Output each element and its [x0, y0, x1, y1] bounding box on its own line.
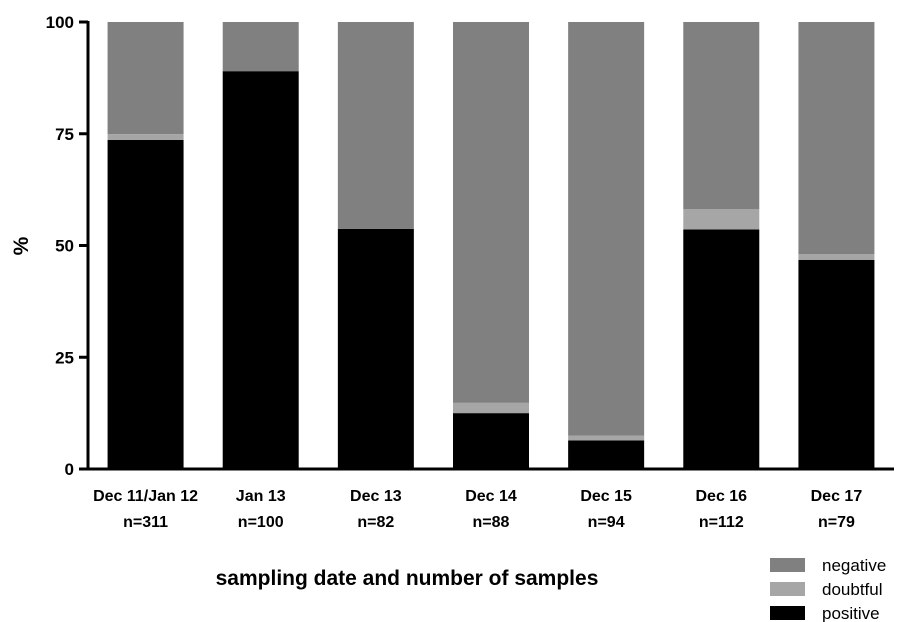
legend-label-doubtful: doubtful	[822, 580, 883, 599]
legend: negative doubtful positive	[770, 556, 886, 622]
x-tick-label-date: Dec 14	[465, 488, 517, 505]
y-tick-label: 75	[55, 125, 74, 144]
x-tick-label-count: n=88	[473, 514, 510, 531]
bar-segment-positive	[798, 259, 875, 469]
bar-segment-negative	[453, 22, 529, 403]
x-tick-label-date: Dec 13	[350, 488, 402, 505]
y-tick-label: 100	[46, 13, 74, 32]
bar-segment-doubtful	[798, 253, 875, 260]
bar-segment-positive	[453, 413, 529, 469]
bar-segment-doubtful	[107, 134, 184, 141]
y-axis-title: %	[10, 236, 33, 255]
x-tick-label-count: n=79	[818, 514, 855, 531]
x-tick-label-date: Dec 16	[695, 488, 747, 505]
y-tick-label: 0	[65, 460, 74, 479]
x-tick-label-date: Jan 13	[236, 488, 286, 505]
x-tick-label-date: Dec 11/Jan 12	[93, 488, 198, 505]
x-axis-title: sampling date and number of samples	[216, 567, 599, 590]
bars-layer	[107, 22, 875, 470]
x-tick-label-count: n=112	[699, 514, 744, 531]
bar-segment-negative	[568, 22, 645, 436]
x-tick-label-date: Dec 17	[811, 488, 863, 505]
legend-swatch-doubtful	[770, 582, 805, 596]
bar-segment-negative	[222, 22, 299, 72]
bar-segment-positive	[222, 71, 299, 470]
bar-segment-positive	[107, 140, 184, 469]
y-tick-label: 50	[55, 237, 74, 256]
axes-layer	[79, 20, 894, 471]
bar-segment-negative	[107, 22, 184, 135]
legend-swatch-negative	[770, 558, 805, 572]
bar-segment-positive	[568, 440, 645, 469]
labels-layer: Dec 11/Jan 12 n=311 Jan 13 n=100 Dec 13 n=82 D…	[10, 13, 862, 590]
x-tick-label-date: Dec 15	[580, 488, 632, 505]
bar-segment-doubtful	[453, 402, 529, 414]
legend-swatch-positive	[770, 606, 805, 620]
y-tick-label: 25	[55, 348, 74, 367]
legend-label-negative: negative	[822, 556, 886, 575]
legend-label-positive: positive	[822, 604, 880, 622]
bar-segment-doubtful	[683, 209, 760, 230]
bar-segment-negative	[798, 22, 875, 254]
x-tick-label-count: n=82	[357, 514, 394, 531]
x-tick-label-count: n=311	[123, 514, 168, 531]
bar-segment-positive	[337, 228, 414, 469]
bar-segment-negative	[337, 22, 414, 229]
bar-segment-negative	[683, 22, 760, 210]
x-tick-label-count: n=100	[238, 514, 284, 531]
x-tick-label-count: n=94	[588, 514, 625, 531]
bar-segment-doubtful	[568, 435, 645, 441]
bar-segment-positive	[683, 229, 760, 469]
